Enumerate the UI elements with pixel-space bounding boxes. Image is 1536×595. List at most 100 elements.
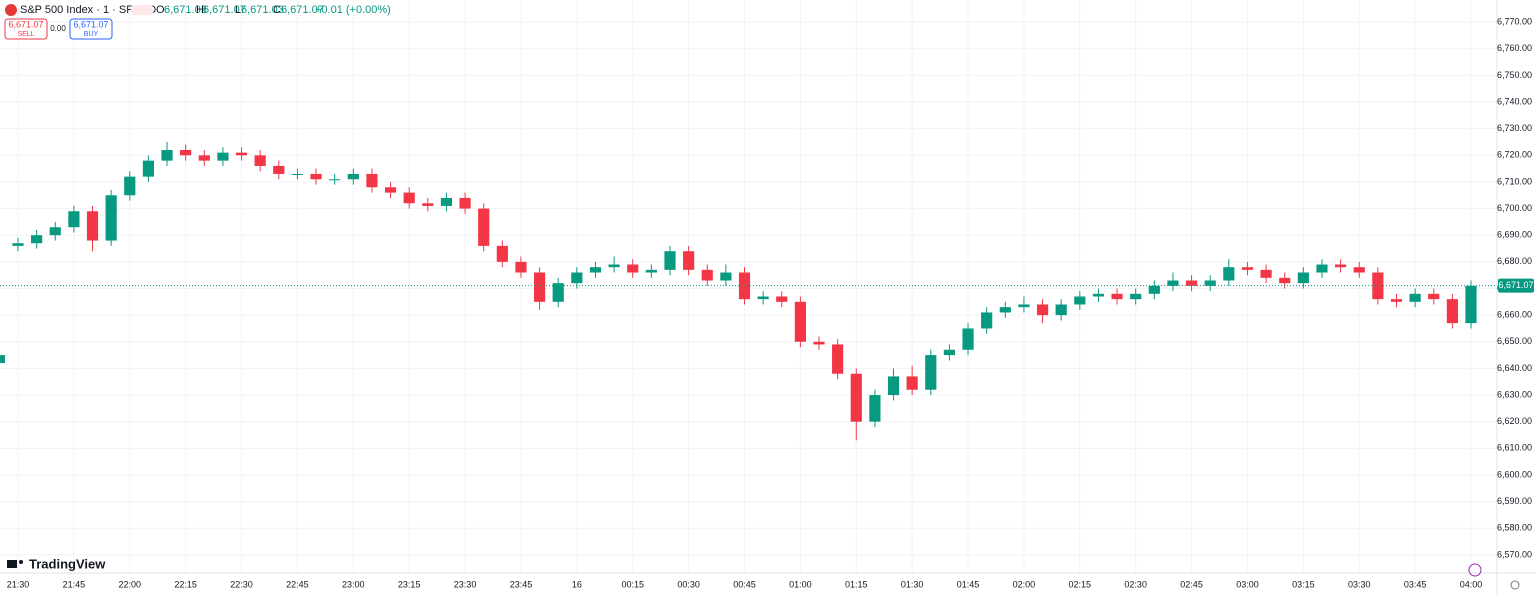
candle-body <box>254 155 266 166</box>
candle-body <box>794 301 806 342</box>
candle-body <box>925 355 937 390</box>
candle-body <box>1279 277 1291 284</box>
brand-logo <box>7 560 17 568</box>
candle-body <box>403 192 415 204</box>
candle-body <box>1223 267 1235 281</box>
candle-body <box>1185 280 1198 286</box>
candle-body <box>999 307 1011 313</box>
y-tick-label: 6,570.00 <box>1497 549 1532 559</box>
y-tick-label: 6,740.00 <box>1497 96 1532 106</box>
candle-body <box>1018 304 1030 308</box>
symbol-icon <box>5 4 17 16</box>
candle-body <box>943 349 955 356</box>
candle-body <box>31 235 43 244</box>
symbol[interactable]: S&P 500 Index · 1 · SPCFD <box>20 4 156 16</box>
change: +0.01 (+0.00%) <box>315 4 391 16</box>
x-tick-label: 23:15 <box>398 579 421 589</box>
ohlc-key: C <box>273 4 281 16</box>
candle-body <box>1055 304 1067 316</box>
candle-body <box>683 251 695 270</box>
x-tick-label: 16 <box>572 579 582 589</box>
candle-body <box>627 264 639 273</box>
candle-body <box>459 197 471 209</box>
candle-body <box>1092 293 1105 297</box>
candle-body <box>776 296 788 302</box>
candle-body <box>1148 285 1160 294</box>
candle-body <box>1446 299 1458 324</box>
header: S&P 500 Index · 1 · SPCFD O 6,671.03 H 6… <box>5 4 391 16</box>
plot <box>0 141 1497 441</box>
x-tick-label: 02:15 <box>1069 579 1092 589</box>
candle-body <box>1316 264 1328 273</box>
trade-buttons: 6,671.07 SELL 0.00 6,671.07 BUY <box>4 18 113 40</box>
x-tick-label: 03:15 <box>1292 579 1315 589</box>
sell-price: 6,671.07 <box>8 19 43 29</box>
sell-button[interactable] <box>4 18 48 40</box>
x-tick-label: 03:30 <box>1348 579 1371 589</box>
candle-body <box>49 227 61 236</box>
buy-button[interactable] <box>69 18 113 40</box>
candle-body <box>310 173 322 180</box>
candle-body <box>12 243 24 246</box>
candle-body <box>1167 280 1179 286</box>
x-tick-label: 01:00 <box>789 579 812 589</box>
candle-body <box>198 155 210 161</box>
x-tick-label: 23:00 <box>342 579 365 589</box>
candle-body <box>217 152 229 161</box>
candle-body <box>664 251 676 270</box>
y-tick-label: 6,600.00 <box>1497 469 1532 479</box>
ohlc-value: 6,671.07 <box>281 4 324 16</box>
candle-body <box>887 376 900 396</box>
y-tick-label: 6,750.00 <box>1497 70 1532 80</box>
x-tick-label: 02:30 <box>1124 579 1147 589</box>
candle-body <box>1036 304 1049 316</box>
candle-body <box>515 261 527 273</box>
y-tick-label: 6,580.00 <box>1497 523 1532 533</box>
candle-body <box>1353 267 1365 273</box>
brand-name: TradingView <box>29 556 106 571</box>
x-tick-label: 01:30 <box>901 579 924 589</box>
y-tick-label: 6,650.00 <box>1497 336 1532 346</box>
x-tick-label: 23:45 <box>510 579 533 589</box>
y-tick-label: 6,590.00 <box>1497 496 1532 506</box>
candle-body <box>1465 285 1477 324</box>
spread: 0.00 <box>50 24 66 33</box>
brand-logo <box>19 560 23 564</box>
candle-body <box>850 373 862 422</box>
candle-body <box>142 160 154 177</box>
y-tick-label: 6,730.00 <box>1497 123 1532 133</box>
candle-body <box>1390 299 1403 302</box>
candle-body <box>552 283 564 302</box>
settings-icon[interactable] <box>1510 580 1520 590</box>
y-tick-label: 6,700.00 <box>1497 203 1532 213</box>
candle-body <box>496 245 508 262</box>
candle-body <box>180 149 192 156</box>
x-tick-label: 01:45 <box>957 579 980 589</box>
x-tick-label: 22:30 <box>230 579 253 589</box>
y-tick-label: 6,720.00 <box>1497 150 1532 160</box>
x-tick-label: 04:00 <box>1460 579 1483 589</box>
y-tick-label: 6,620.00 <box>1497 416 1532 426</box>
x-tick-label: 00:30 <box>677 579 700 589</box>
alert-icon[interactable] <box>1468 563 1482 577</box>
x-tick-label: 02:00 <box>1013 579 1036 589</box>
candle-body <box>1297 272 1309 284</box>
candle-body <box>0 355 5 364</box>
candle-body <box>1111 293 1123 300</box>
y-tick-label: 6,610.00 <box>1497 443 1532 453</box>
y-tick-label: 6,690.00 <box>1497 230 1532 240</box>
last-price-label: 6,671.07 <box>1498 280 1533 290</box>
candle-body <box>608 264 620 268</box>
badge <box>131 5 153 15</box>
candle-body <box>962 328 974 350</box>
candle-body <box>366 173 378 188</box>
candle-body <box>68 211 80 228</box>
ohlc-key: O <box>156 4 165 16</box>
ohlc-value: 6,671.07 <box>203 4 246 16</box>
y-tick-label: 6,640.00 <box>1497 363 1532 373</box>
x-tick-label: 00:15 <box>621 579 644 589</box>
y-tick-label: 6,680.00 <box>1497 256 1532 266</box>
y-tick-label: 6,630.00 <box>1497 389 1532 399</box>
buy-price: 6,671.07 <box>73 19 108 29</box>
